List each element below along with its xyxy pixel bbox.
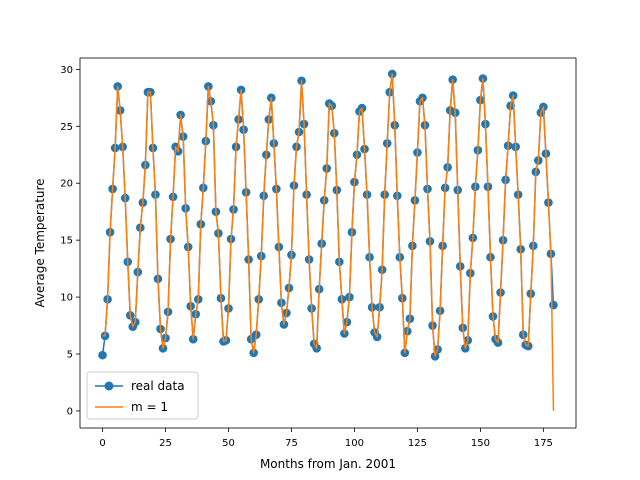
plot-area xyxy=(98,69,558,411)
legend-label-m-equals-1: m = 1 xyxy=(131,400,168,414)
legend: real data m = 1 xyxy=(86,371,199,420)
x-axis-label: Months from Jan. 2001 xyxy=(260,457,396,471)
x-tick-label: 100 xyxy=(345,438,364,449)
data-point xyxy=(549,300,558,310)
y-tick-label: 30 xyxy=(60,65,73,76)
series-m-1 xyxy=(102,73,555,411)
series-line-m-1 xyxy=(102,73,555,411)
y-axis-label: Average Temperature xyxy=(33,178,47,307)
x-tick-label: 75 xyxy=(285,438,298,449)
axes-frame xyxy=(79,57,577,429)
x-tick-label: 125 xyxy=(408,438,427,449)
x-tick-label: 175 xyxy=(534,438,553,449)
y-tick-label: 0 xyxy=(67,406,73,417)
y-tick-label: 20 xyxy=(60,179,73,190)
legend-label-real-data: real data xyxy=(131,379,185,393)
x-tick-label: 0 xyxy=(99,438,105,449)
y-tick-label: 25 xyxy=(60,122,73,133)
axis-ticks: 0 25 50 75 100 125 150 175 0 5 10 15 20 25 30 xyxy=(60,65,553,449)
x-tick-label: 150 xyxy=(471,438,490,449)
y-tick-label: 5 xyxy=(67,350,73,361)
x-tick-label: 25 xyxy=(159,438,172,449)
y-tick-label: 10 xyxy=(60,293,73,304)
data-point xyxy=(98,350,107,360)
y-tick-label: 15 xyxy=(60,236,73,247)
legend-marker-real-data xyxy=(104,381,114,391)
x-tick-label: 50 xyxy=(222,438,235,449)
